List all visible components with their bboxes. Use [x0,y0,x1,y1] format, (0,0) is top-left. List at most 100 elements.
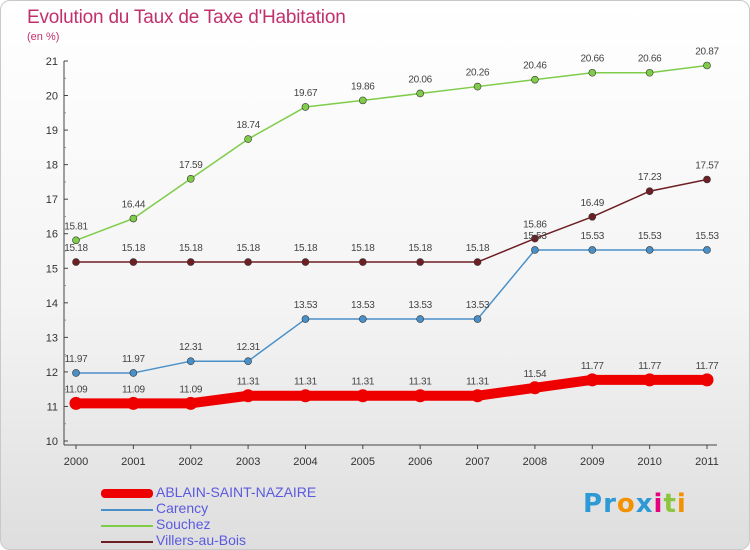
data-label: 20.06 [408,74,432,85]
data-label: 15.53 [523,231,547,242]
data-point [588,213,597,221]
data-label: 18.74 [236,120,260,131]
chart-title: Evolution du Taux de Taxe d'Habitation [27,7,346,28]
data-label: 15.18 [466,243,490,254]
data-label: 11.09 [122,384,146,395]
data-point [301,315,310,323]
chart-subtitle: (en %) [27,31,60,43]
data-label: 20.66 [581,54,605,65]
y-tick-label: 17 [46,194,58,206]
data-point [186,357,195,366]
data-point [643,373,657,387]
data-point [703,175,711,184]
data-point [359,96,367,105]
data-label: 15.18 [351,243,375,254]
data-point [72,258,80,266]
data-label: 15.18 [64,243,88,254]
data-label: 16.49 [581,198,605,209]
data-label: 15.18 [294,243,318,254]
data-point [588,68,597,77]
data-point [703,246,711,254]
data-label: 15.53 [581,231,605,242]
y-tick-label: 16 [46,229,58,241]
x-tick-label: 2000 [64,456,88,468]
data-label: 17.57 [695,160,719,171]
series-line-souchez [75,64,708,242]
y-tick-label: 18 [46,160,58,172]
data-label: 15.53 [695,231,719,242]
data-point [186,175,195,183]
y-tick-label: 19 [46,125,58,137]
data-label: 15.86 [523,220,547,231]
data-label: 20.46 [523,61,547,72]
data-label: 15.18 [236,243,260,254]
series-line-villers-au-bois [75,178,708,263]
data-point [473,258,482,266]
data-point [244,135,252,143]
data-point [301,103,310,111]
data-point [645,246,654,254]
legend-swatch [101,541,153,543]
data-label: 13.53 [466,300,490,311]
data-point [531,75,539,84]
data-label: 11.77 [638,361,662,372]
x-tick-label: 2005 [351,456,375,468]
data-label: 15.53 [638,231,662,242]
data-point [531,246,539,254]
data-label: 20.87 [695,46,719,57]
data-label: 15.18 [179,243,203,254]
y-tick-label: 12 [46,367,58,379]
legend-swatch [101,509,153,511]
x-tick-label: 2004 [293,456,317,468]
legend-swatch [101,525,153,527]
data-label: 17.23 [638,172,662,183]
x-tick-label: 2008 [523,456,547,468]
data-label: 15.81 [64,221,88,232]
data-point [241,389,255,403]
data-point [129,369,138,377]
data-label: 15.18 [408,243,432,254]
y-tick-label: 15 [46,263,58,275]
data-label: 19.67 [294,88,318,99]
data-point [645,187,654,196]
legend-label: Carency [156,500,209,516]
x-tick-label: 2007 [465,456,489,468]
data-label: 12.31 [179,342,203,353]
x-tick-label: 2011 [695,456,719,468]
data-point [471,389,485,403]
y-tick-label: 10 [46,436,58,448]
legend-swatch [101,489,153,498]
legend-label: ABLAIN-SAINT-NAZAIRE [156,484,317,500]
logo-letter: P [583,489,604,519]
data-point [129,258,138,266]
data-label: 11.31 [351,377,375,388]
logo-letter: t [663,489,677,519]
logo-letter: i [676,489,687,519]
data-point [703,61,711,70]
data-point [473,315,482,323]
data-point [244,258,252,266]
data-label: 20.26 [466,68,490,79]
data-point [186,258,195,266]
y-tick-label: 13 [46,332,58,344]
x-tick-label: 2010 [637,456,661,468]
data-point [700,373,714,387]
x-tick-label: 2009 [580,456,604,468]
data-label: 11.31 [409,377,433,388]
y-tick-label: 11 [47,401,58,413]
data-label: 11.09 [179,384,203,395]
data-point [413,389,427,403]
data-label: 11.97 [122,354,146,365]
data-label: 16.44 [122,200,146,211]
data-point [184,396,198,410]
data-label: 11.09 [65,384,89,395]
data-label: 13.53 [351,300,375,311]
logo-letter: r [603,489,617,519]
data-label: 17.59 [179,160,203,171]
x-tick-label: 2006 [408,456,432,468]
y-tick-label: 21 [46,56,58,68]
data-point [531,234,539,243]
logo-letter: x [635,489,654,519]
